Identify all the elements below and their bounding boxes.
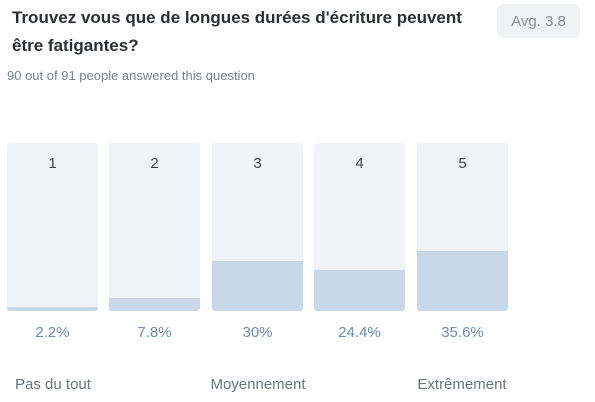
rating-bar-fill — [417, 251, 508, 311]
percent-label-4: 24.4% — [338, 324, 381, 341]
rating-bar-5[interactable]: 5 — [417, 143, 508, 311]
scale-label-low: Pas du tout — [15, 376, 91, 393]
rating-bar-3[interactable]: 3 — [212, 143, 303, 311]
rating-bar-number: 3 — [253, 155, 262, 172]
rating-bar-fill — [7, 307, 98, 311]
question-title: Trouvez vous que de longues durées d'écr… — [12, 8, 462, 55]
scale-label-high: Extrêmement — [417, 376, 507, 393]
rating-bars: 1 2 3 4 5 — [0, 143, 595, 311]
rating-bar-1[interactable]: 1 — [7, 143, 98, 311]
percent-label-5: 35.6% — [441, 324, 484, 341]
rating-bar-number: 1 — [48, 155, 57, 172]
scale-label-mid: Moyennement — [210, 376, 306, 393]
percent-label-3: 30% — [242, 324, 273, 341]
rating-bar-4[interactable]: 4 — [314, 143, 405, 311]
percent-label-2: 7.8% — [137, 324, 172, 341]
scale-labels: Pas du tout Moyennement Extrêmement — [0, 376, 595, 396]
rating-bar-fill — [212, 260, 303, 311]
responses-count: 90 out of 91 people answered this questi… — [7, 68, 255, 83]
percent-label-1: 2.2% — [35, 324, 70, 341]
average-badge: Avg. 3.8 — [497, 4, 580, 38]
rating-bar-number: 4 — [355, 155, 364, 172]
rating-bar-number: 5 — [458, 155, 467, 172]
rating-bar-fill — [109, 297, 200, 311]
rating-bar-number: 2 — [150, 155, 159, 172]
percent-labels: 2.2% 7.8% 30% 24.4% 35.6% — [0, 324, 595, 344]
rating-bar-2[interactable]: 2 — [109, 143, 200, 311]
rating-bar-fill — [314, 270, 405, 311]
